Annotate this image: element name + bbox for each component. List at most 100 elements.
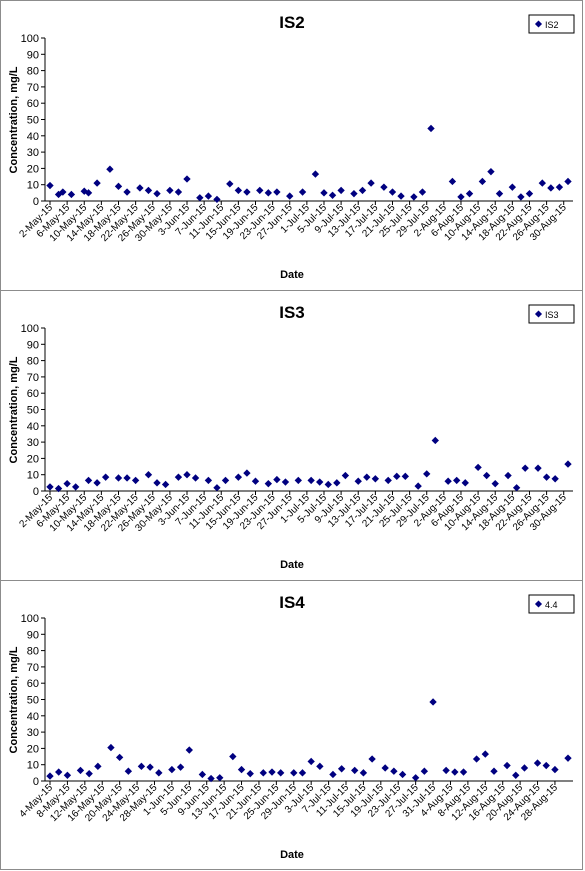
data-point [72, 483, 80, 491]
data-point [155, 769, 163, 777]
data-point [198, 770, 207, 779]
data-point [316, 762, 324, 771]
y-axis-title: Concentration, mg/L [8, 356, 20, 463]
data-point [107, 743, 115, 752]
data-point [114, 474, 123, 482]
chart-is2: IS2 IS201020304050607080901002-May-156-Ma… [8, 13, 575, 281]
y-axis-title: Concentration, mg/L [8, 66, 20, 173]
data-point [221, 476, 230, 485]
data-point [63, 771, 72, 779]
data-point [237, 765, 246, 774]
data-point [442, 766, 450, 775]
data-point [213, 484, 221, 492]
y-tick-label: 10 [27, 760, 39, 772]
y-tick-label: 60 [27, 388, 39, 400]
data-point [307, 476, 315, 485]
legend-marker [534, 20, 543, 28]
data-point [243, 188, 251, 196]
y-tick-label: 80 [27, 356, 39, 368]
y-tick-label: 50 [27, 695, 39, 707]
data-point [204, 476, 213, 485]
data-point [551, 765, 559, 774]
legend-box [528, 304, 575, 324]
data-point [93, 479, 101, 487]
data-point [459, 768, 468, 776]
data-point [54, 484, 63, 493]
data-point [504, 471, 512, 480]
data-point [161, 480, 170, 489]
y-tick-label: 80 [27, 646, 39, 658]
data-point [84, 189, 93, 197]
data-point [55, 768, 63, 776]
data-point [472, 755, 481, 763]
data-point [281, 478, 290, 486]
data-point [482, 471, 491, 480]
y-tick-label: 20 [27, 453, 39, 465]
data-point [465, 189, 474, 198]
y-tick-label: 40 [27, 131, 39, 143]
data-point [429, 698, 437, 706]
data-point [264, 479, 273, 488]
data-point [503, 761, 511, 770]
y-tick-label: 50 [27, 405, 39, 417]
data-point [256, 186, 264, 195]
legend-box [528, 594, 575, 614]
chart-panel-is2: IS2 IS2 0 10 20 30 40 50 60 70 80 90 100 2-May-15 6-Ma… [0, 0, 583, 291]
x-axis-title: Date [280, 559, 304, 571]
data-point [512, 484, 521, 492]
data-point [431, 436, 439, 445]
data-point [101, 473, 110, 481]
data-point [320, 189, 328, 197]
data-point [268, 768, 276, 776]
y-tick-label: 80 [27, 66, 39, 78]
y-tick-label: 60 [27, 98, 39, 110]
data-point [298, 188, 307, 196]
data-point [234, 473, 243, 481]
data-point [124, 767, 133, 775]
data-point [185, 746, 193, 754]
data-point [316, 478, 324, 486]
data-point [84, 476, 93, 485]
data-point [371, 475, 380, 483]
data-point [487, 167, 495, 176]
y-tick-label: 90 [27, 629, 39, 641]
data-point [337, 765, 346, 773]
data-point [174, 473, 183, 481]
y-tick-label: 100 [21, 613, 39, 625]
legend-label: 4.4 [545, 600, 558, 610]
data-point [564, 754, 572, 762]
data-point [183, 175, 191, 183]
data-point [46, 181, 54, 190]
data-point [168, 765, 176, 774]
data-point [136, 184, 144, 192]
data-point [144, 471, 153, 479]
data-point [423, 470, 431, 478]
data-point [517, 193, 525, 201]
y-tick-label: 20 [27, 163, 39, 175]
data-point [359, 769, 368, 777]
y-tick-label: 70 [27, 372, 39, 384]
data-point [131, 476, 140, 485]
data-point [521, 464, 529, 472]
data-point [341, 471, 350, 480]
data-point [259, 769, 267, 777]
data-point [542, 761, 550, 770]
data-point [414, 482, 422, 490]
data-point [324, 480, 332, 489]
legend-box [528, 14, 575, 34]
y-tick-label: 30 [27, 147, 39, 159]
legend-marker [534, 600, 543, 608]
data-point [542, 473, 551, 481]
data-point [243, 469, 251, 477]
y-tick-label: 40 [27, 421, 39, 433]
data-point [85, 769, 93, 778]
data-point [490, 767, 498, 775]
x-axis-title: Date [280, 849, 304, 861]
data-point [478, 177, 487, 186]
data-point [153, 479, 161, 487]
data-point [564, 177, 572, 186]
data-point [551, 475, 559, 483]
data-point [363, 473, 371, 481]
y-tick-label: 0 [33, 486, 39, 498]
data-point [393, 472, 401, 481]
